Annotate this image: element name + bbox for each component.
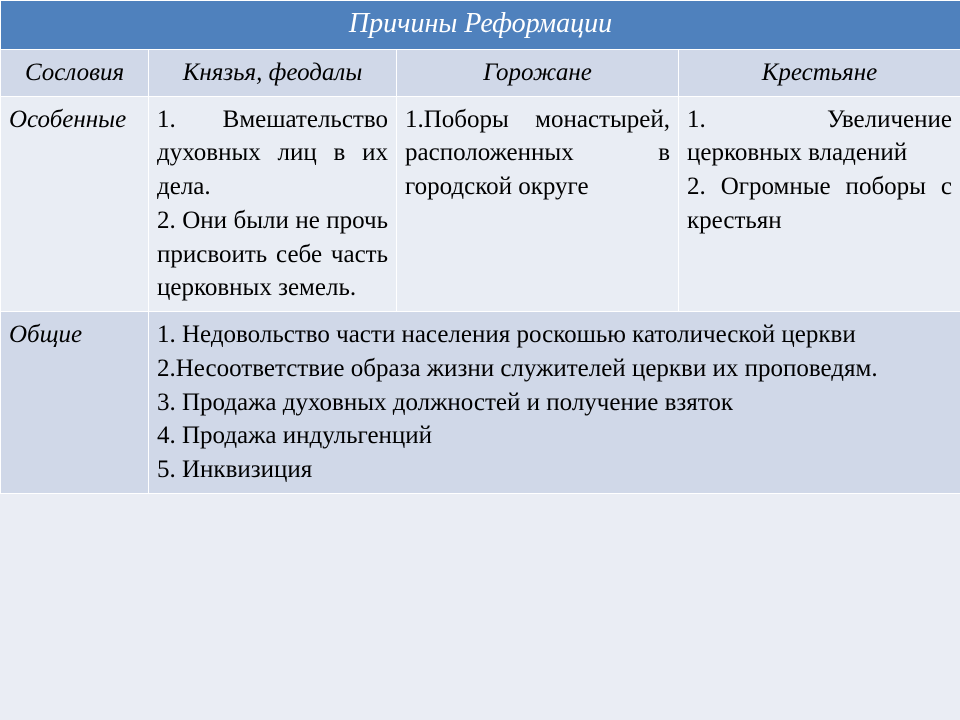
cell-common-text: 1. Недовольство части населения роскошью… (149, 312, 960, 494)
title-row: Причины Реформации (1, 1, 960, 50)
table-title: Причины Реформации (1, 1, 960, 50)
row-common: Общие 1. Недовольство части населения ро… (1, 312, 960, 494)
header-row: Сословия Князья, феодалы Горожане Кресть… (1, 49, 960, 96)
cell-specific-peasants: 1. Увеличение церковных владений2. Огром… (679, 96, 960, 312)
col-header-princes: Князья, феодалы (149, 49, 397, 96)
row-specific-label: Особенные (1, 96, 149, 312)
col-header-townsmen: Горожане (397, 49, 679, 96)
reformation-causes-table: Причины Реформации Сословия Князья, феод… (0, 0, 960, 494)
col-header-estates: Сословия (1, 49, 149, 96)
cell-specific-townsmen: 1.Поборы монастырей, расположенных в гор… (397, 96, 679, 312)
row-specific: Особенные 1. Вмешательство духовных лиц … (1, 96, 960, 312)
col-header-peasants: Крестьяне (679, 49, 960, 96)
cell-specific-princes: 1. Вмешательство духовных лиц в их дела.… (149, 96, 397, 312)
row-common-label: Общие (1, 312, 149, 494)
